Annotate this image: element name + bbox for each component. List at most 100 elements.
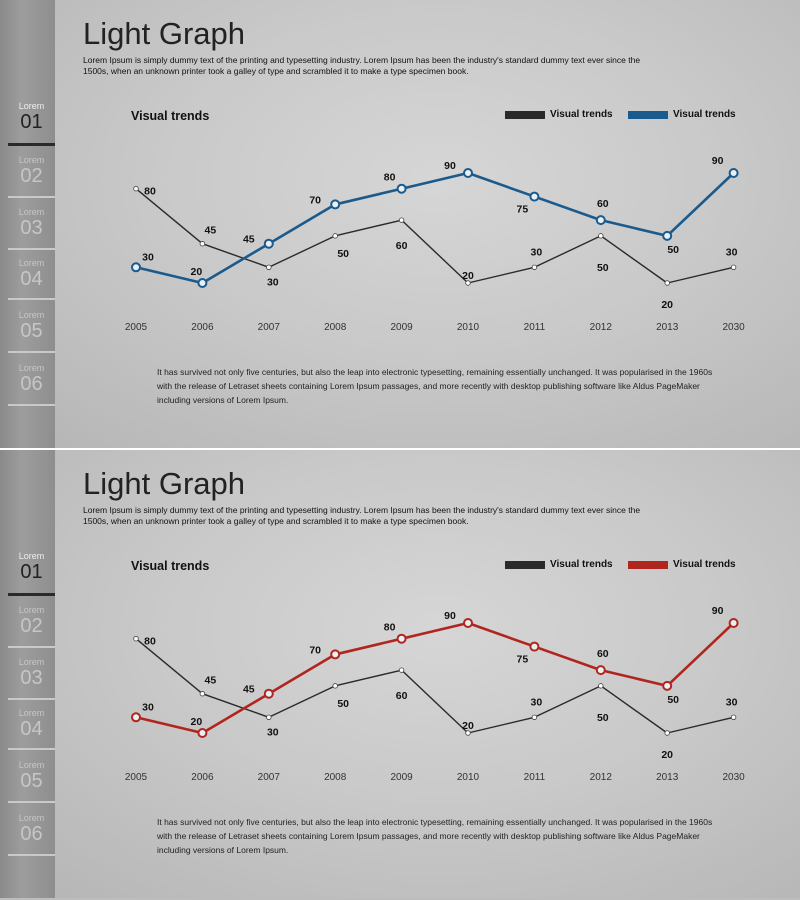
sidebar-divider (8, 298, 55, 300)
sidebar-item-06[interactable]: Lorem 06 (8, 363, 55, 395)
data-point (529, 191, 540, 202)
data-label: 30 (726, 246, 738, 258)
line-chart: 2005 2006 2007 2008 2009 2010 2011 2012 2013 2030… (125, 155, 745, 333)
sidebar-item-number: 02 (20, 165, 43, 187)
sidebar-item-number: 05 (20, 320, 43, 342)
sidebar-item-number: 05 (20, 770, 43, 792)
legend-label: Visual trends (673, 559, 736, 570)
series-line-1 (135, 188, 734, 284)
sidebar-item-label: Lorem (18, 101, 45, 111)
data-label: 45 (243, 234, 255, 246)
sidebar-item-label: Lorem (18, 363, 45, 373)
data-point (465, 730, 471, 736)
data-point (197, 728, 208, 738)
data-label: 20 (191, 716, 203, 728)
data-point (199, 241, 206, 247)
data-point (595, 215, 606, 226)
data-point (396, 633, 407, 644)
sidebar-item-number: 06 (20, 823, 43, 845)
data-label: 70 (309, 644, 321, 656)
data-label: 30 (142, 251, 154, 263)
page-title: Light Graph (83, 466, 245, 501)
legend-label: Visual trends (673, 109, 736, 120)
sidebar-divider (8, 854, 55, 856)
slide-1: Lorem 01 Lorem 02 Lorem 03 Lorem 04 Lore… (0, 0, 800, 448)
data-label: 75 (517, 654, 529, 666)
data-label: 60 (396, 690, 408, 702)
series-line-1 (135, 638, 734, 734)
sidebar-item-04[interactable]: Lorem 04 (8, 258, 55, 290)
x-tick-label: 2008 (324, 322, 347, 333)
line-chart: 2005 2006 2007 2008 2009 2010 2011 2012 2013 2030… (125, 605, 745, 783)
x-tick-label: 2030 (722, 772, 745, 783)
x-tick-label: 2010 (457, 322, 480, 333)
data-point (463, 168, 473, 178)
x-tick-label: 2007 (258, 322, 281, 333)
data-point (531, 714, 538, 720)
x-tick-label: 2011 (524, 322, 546, 333)
data-point (662, 680, 673, 691)
data-point (133, 636, 139, 642)
sidebar-item-05[interactable]: Lorem 05 (8, 310, 55, 342)
sidebar: Lorem 01 Lorem 02 Lorem 03 Lorem 04 Lore… (0, 450, 55, 898)
footer-text: It has survived not only five centuries,… (157, 817, 713, 855)
data-point (529, 641, 540, 652)
slide-separator (0, 448, 800, 450)
series-line-2 (135, 621, 735, 735)
data-point (664, 730, 670, 736)
sidebar-item-03[interactable]: Lorem 03 (8, 207, 55, 239)
sidebar-item-03[interactable]: Lorem 03 (8, 657, 55, 689)
data-point (131, 262, 141, 273)
data-point (197, 278, 208, 288)
data-point (396, 183, 407, 194)
data-point (728, 168, 739, 178)
x-tick-label: 2007 (258, 772, 281, 783)
data-point (266, 264, 272, 270)
sidebar-item-number: 03 (20, 667, 43, 689)
legend-label: Visual trends (550, 559, 613, 570)
page-title: Light Graph (83, 16, 245, 51)
sidebar-item-06[interactable]: Lorem 06 (8, 813, 55, 845)
sidebar-item-label: Lorem (18, 155, 45, 165)
sidebar-item-label: Lorem (18, 760, 45, 770)
data-label: 70 (309, 194, 321, 206)
data-label: 30 (531, 696, 543, 708)
sidebar-item-number: 01 (20, 561, 43, 583)
x-tick-label: 2006 (191, 772, 214, 783)
data-label: 60 (597, 198, 609, 210)
sidebar-item-number: 03 (20, 217, 43, 239)
sidebar-divider (8, 593, 55, 596)
sidebar-item-05[interactable]: Lorem 05 (8, 760, 55, 792)
data-point (662, 230, 673, 241)
data-label: 30 (142, 701, 154, 713)
data-label: 50 (597, 262, 609, 274)
sidebar-item-01[interactable]: Lorem 01 (8, 101, 55, 133)
sidebar-item-label: Lorem (18, 207, 45, 217)
data-point (728, 618, 739, 628)
data-point (398, 217, 405, 223)
data-label: 30 (726, 696, 738, 708)
data-label: 90 (712, 605, 724, 617)
sidebar-item-02[interactable]: Lorem 02 (8, 155, 55, 187)
sidebar-divider (8, 748, 55, 750)
sidebar-item-label: Lorem (18, 605, 45, 615)
sidebar-item-04[interactable]: Lorem 04 (8, 708, 55, 740)
data-label: 30 (267, 726, 279, 738)
data-point (730, 264, 737, 270)
sidebar-item-01[interactable]: Lorem 01 (8, 551, 55, 583)
data-label: 50 (337, 698, 349, 710)
x-tick-label: 2030 (722, 322, 745, 333)
sidebar-item-label: Lorem (18, 310, 45, 320)
data-point (463, 618, 473, 628)
data-label: 45 (205, 675, 217, 687)
x-tick-label: 2005 (125, 322, 148, 333)
data-point (664, 280, 670, 286)
data-label: 45 (243, 684, 255, 696)
x-tick-label: 2012 (590, 772, 613, 783)
sidebar-item-label: Lorem (18, 657, 45, 667)
x-tick-label: 2013 (656, 322, 679, 333)
x-tick-label: 2005 (125, 772, 148, 783)
series-line-2 (135, 171, 735, 285)
sidebar-item-02[interactable]: Lorem 02 (8, 605, 55, 637)
data-label: 60 (396, 240, 408, 252)
